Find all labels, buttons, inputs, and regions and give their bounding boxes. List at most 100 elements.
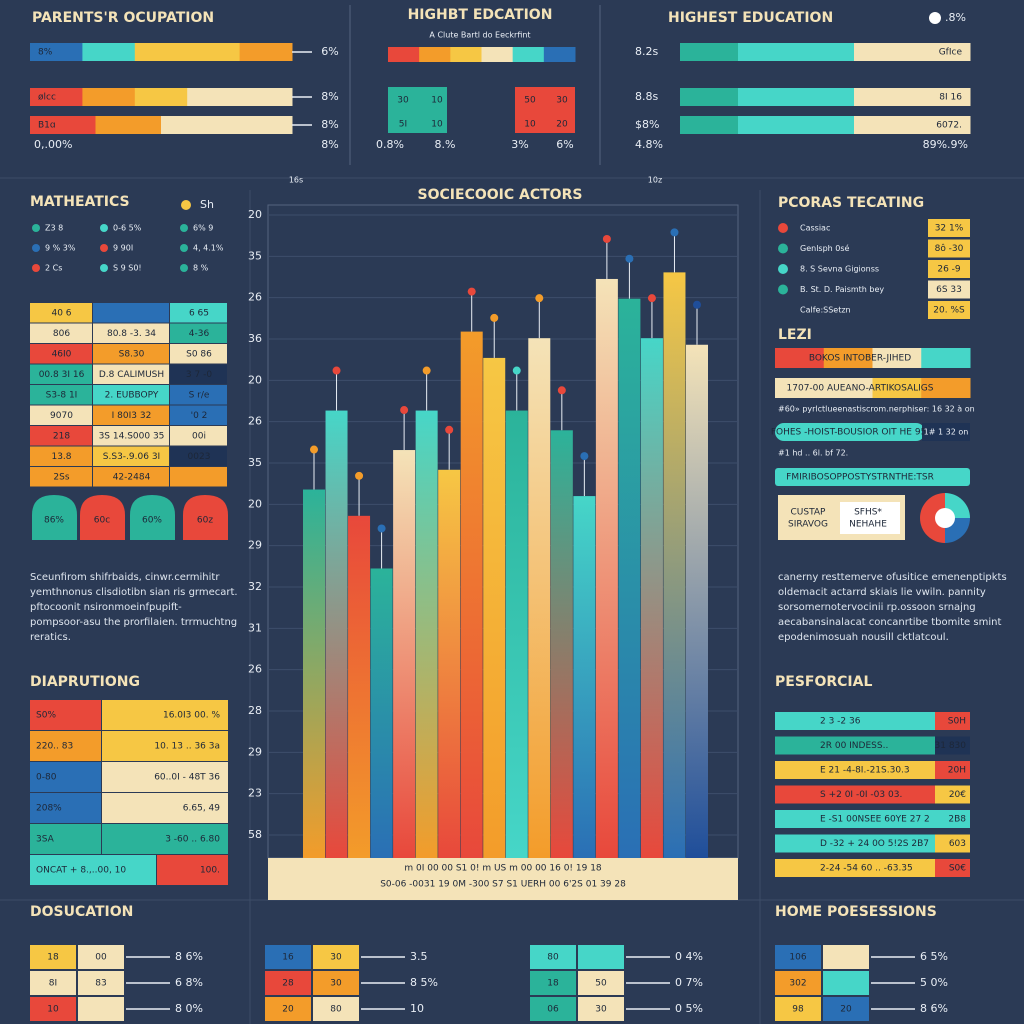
legend-value: 26 -9 xyxy=(937,265,961,275)
bar-segment xyxy=(450,47,482,62)
bar xyxy=(775,468,970,486)
bar-segment xyxy=(419,47,451,62)
cell-text: 806 xyxy=(53,329,70,339)
bar-end xyxy=(935,810,970,828)
row-label: 8.2s xyxy=(635,45,658,58)
cell-text: 50 xyxy=(595,979,607,989)
note: 5 0% xyxy=(920,976,948,989)
chart-title: SOCIECOOIC ACTORS xyxy=(418,187,583,203)
stem-dot xyxy=(580,452,589,461)
table-cell xyxy=(93,426,169,446)
bar-segment xyxy=(872,378,922,398)
table-cell xyxy=(30,700,101,730)
table-cell xyxy=(265,971,311,995)
table-cell xyxy=(823,971,869,995)
badge xyxy=(80,495,125,540)
bar xyxy=(775,736,935,755)
bar-value: 603 xyxy=(949,839,966,849)
panel-title: LEZI xyxy=(778,327,812,343)
paragraph: canerny resttemerve ofusitice emenenptip… xyxy=(778,572,1007,583)
bar-end xyxy=(935,834,970,853)
cell-text: 10 xyxy=(524,120,536,130)
bar-segment xyxy=(134,43,188,61)
table-cell xyxy=(78,971,124,995)
footer: 3% xyxy=(511,138,528,151)
table-cell xyxy=(30,945,76,969)
cell-text: 3SA xyxy=(36,835,55,845)
box-text: SFHS* xyxy=(854,508,882,518)
bar-end xyxy=(935,736,970,755)
table-cell xyxy=(93,405,169,425)
bullet-text: Z3 8 xyxy=(45,224,63,233)
bar-text: 2-24 -54 60 .. -63.35 xyxy=(820,864,913,874)
table-cell xyxy=(578,971,624,995)
bullet xyxy=(32,224,40,232)
bar xyxy=(460,331,483,859)
cell-text: 80.8 -3. 34 xyxy=(107,329,156,339)
table-cell xyxy=(578,997,624,1021)
panel-title: PCORAS TECATING xyxy=(778,195,924,211)
note: 6 8% xyxy=(175,976,203,989)
paragraph: oldemacit actarrd skiais lie vwiln. pann… xyxy=(778,587,986,598)
cell-text: I 80I3 32 xyxy=(112,411,152,421)
bar-end xyxy=(935,712,970,730)
cell-text: 208% xyxy=(36,804,62,814)
table-cell xyxy=(30,793,101,823)
bar-segment xyxy=(912,116,971,134)
cell-text: 18 xyxy=(47,953,59,963)
bullet-text: 4, 4.1% xyxy=(193,244,224,253)
note: 8 5% xyxy=(410,976,438,989)
y-label: 31 xyxy=(248,621,262,634)
bar xyxy=(303,489,325,858)
pie-slice xyxy=(920,493,945,543)
cell-text: 8I xyxy=(49,979,57,989)
stem-dot xyxy=(377,524,386,533)
bar-segment xyxy=(680,43,739,61)
bullet xyxy=(32,244,40,252)
bar xyxy=(663,272,686,858)
bar-segment xyxy=(82,88,136,106)
note: 0 5% xyxy=(675,1002,703,1015)
note: 0 4% xyxy=(675,950,703,963)
bar-segment xyxy=(775,348,825,368)
cell-text: 98 xyxy=(792,1005,804,1015)
cell-box xyxy=(515,87,575,133)
stem-dot xyxy=(557,386,566,395)
table-cell xyxy=(775,971,821,995)
bar-segment xyxy=(82,43,136,61)
paragraph: Sceunfirom shifrbaids, cinwr.cermihitr xyxy=(30,572,220,583)
legend-label: Cassiac xyxy=(800,224,830,233)
stem-dot xyxy=(467,287,476,296)
bullet-text: 2 Cs xyxy=(45,264,62,273)
bar-text: FOHES -HOIST-BOUSIOR OIT HE 95. xyxy=(771,428,929,438)
box-text: CUSTAP xyxy=(791,508,827,518)
panel-title: PESFORCIAL xyxy=(775,674,872,690)
table-cell xyxy=(30,426,92,446)
y-label: 35 xyxy=(248,249,262,262)
table-cell xyxy=(93,344,169,364)
badge-dot xyxy=(929,12,941,24)
bullet xyxy=(32,264,40,272)
table-cell xyxy=(170,344,227,364)
note: 8 6% xyxy=(920,1002,948,1015)
cell-text: 5I xyxy=(399,120,407,130)
legend-label: Sh xyxy=(200,198,214,211)
note: 10z xyxy=(648,176,662,185)
bar xyxy=(775,423,925,441)
cell-text: 46I0 xyxy=(52,350,72,360)
cell-text: 28 xyxy=(282,979,294,989)
bar xyxy=(775,761,935,779)
y-label: 29 xyxy=(248,745,262,758)
cell-text: 60..0I - 48T 36 xyxy=(154,773,220,783)
table-cell xyxy=(313,971,359,995)
table-cell xyxy=(102,700,228,730)
legend-label: 8. S Sevna Gigionss xyxy=(800,265,879,274)
table-cell xyxy=(78,997,124,1021)
bar-segment xyxy=(543,47,576,62)
table-cell xyxy=(170,385,227,405)
bullet xyxy=(100,244,108,252)
bar-segment xyxy=(854,88,913,106)
panel-title: HIGHBT EDCATION xyxy=(408,7,553,23)
footer: 89%.9% xyxy=(923,138,968,151)
paragraph: sorsomernotervocinii rp.ossoon srnajng xyxy=(778,602,976,613)
